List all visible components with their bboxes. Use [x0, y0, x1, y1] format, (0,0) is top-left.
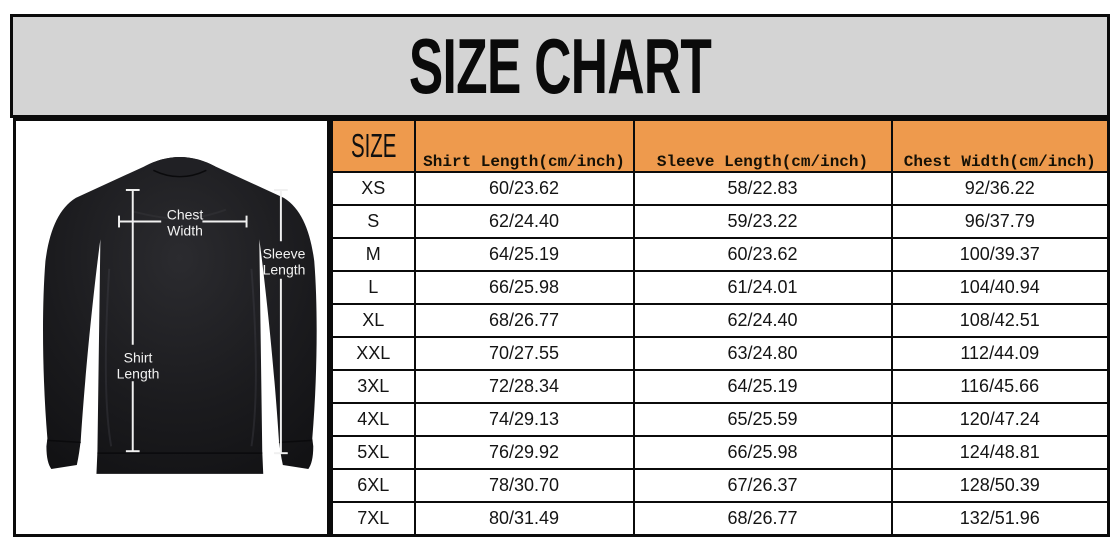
- chest-width-line: [118, 215, 248, 228]
- sleeve-length-label: Sleeve Length: [262, 245, 306, 277]
- page-title: SIZE CHART: [408, 22, 712, 110]
- shirt-length-line: [125, 189, 140, 453]
- table-cell: 96/37.79: [890, 203, 1110, 239]
- table-cell: 60/23.62: [413, 170, 635, 206]
- table-row: 7XL 80/31.49 68/26.77 132/51.96: [330, 501, 1110, 537]
- column-header-chest-width: Chest Width(cm/inch): [890, 118, 1110, 173]
- fold-highlight-right: [250, 268, 257, 447]
- table-cell: 70/27.55: [413, 335, 635, 371]
- table-cell: 62/24.40: [632, 302, 893, 338]
- table-cell: 100/39.37: [890, 236, 1110, 272]
- collar-band: [144, 156, 216, 178]
- table-cell: 92/36.22: [890, 170, 1110, 206]
- table-row: XXL 70/27.55 63/24.80 112/44.09: [330, 335, 1110, 371]
- size-cell: L: [330, 269, 416, 305]
- sweatshirt-body: [43, 156, 317, 474]
- size-table: SIZE Shirt Length(cm/inch) Sleeve Length…: [330, 118, 1110, 537]
- size-cell: 5XL: [330, 435, 416, 471]
- table-cell: 66/25.98: [632, 435, 893, 471]
- size-cell: XXL: [330, 335, 416, 371]
- table-cell: 66/25.98: [413, 269, 635, 305]
- table-cell: 76/29.92: [413, 435, 635, 471]
- fold-highlight-chest: [133, 208, 227, 220]
- table-cell: 59/23.22: [632, 203, 893, 239]
- size-cell: S: [330, 203, 416, 239]
- table-row: 4XL 74/29.13 65/25.59 120/47.24: [330, 402, 1110, 438]
- column-header-sleeve-length: Sleeve Length(cm/inch): [632, 118, 893, 173]
- table-cell: 132/51.96: [890, 501, 1110, 537]
- table-row: 3XL 72/28.34 64/25.19 116/45.66: [330, 368, 1110, 405]
- table-row: L 66/25.98 61/24.01 104/40.94: [330, 269, 1110, 305]
- table-cell: 78/30.70: [413, 468, 635, 504]
- size-cell: 4XL: [330, 402, 416, 438]
- size-cell: 3XL: [330, 368, 416, 405]
- table-row: 5XL 76/29.92 66/25.98 124/48.81: [330, 435, 1110, 471]
- size-cell: 7XL: [330, 501, 416, 537]
- sleeve-length-line: [274, 189, 288, 455]
- table-cell: 64/25.19: [413, 236, 635, 272]
- table-cell: 60/23.62: [632, 236, 893, 272]
- table-cell: 68/26.77: [413, 302, 635, 338]
- table-cell: 74/29.13: [413, 402, 635, 438]
- shirt-length-label: Shirt Length: [116, 349, 160, 381]
- size-cell: XS: [330, 170, 416, 206]
- size-cell: 6XL: [330, 468, 416, 504]
- size-cell: M: [330, 236, 416, 272]
- table-cell: 72/28.34: [413, 368, 635, 405]
- fold-highlight-left: [104, 268, 113, 447]
- table-row: XS 60/23.62 58/22.83 92/36.22: [330, 170, 1110, 206]
- table-row: XL 68/26.77 62/24.40 108/42.51: [330, 302, 1110, 338]
- table-cell: 61/24.01: [632, 269, 893, 305]
- table-row: 6XL 78/30.70 67/26.37 128/50.39: [330, 468, 1110, 504]
- table-cell: 65/25.59: [632, 402, 893, 438]
- header-row: SIZE Shirt Length(cm/inch) Sleeve Length…: [330, 118, 1110, 173]
- column-header-size: SIZE: [330, 118, 416, 173]
- sweatshirt-illustration: [43, 156, 317, 474]
- table-cell: 68/26.77: [632, 501, 893, 537]
- collar-seam: [153, 169, 207, 178]
- chest-width-label: Chest Width: [166, 206, 204, 238]
- table-cell: 108/42.51: [890, 302, 1110, 338]
- table-cell: 67/26.37: [632, 468, 893, 504]
- table-cell: 116/45.66: [890, 368, 1110, 405]
- title-banner: SIZE CHART: [10, 14, 1110, 118]
- table-row: S 62/24.40 59/23.22 96/37.79: [330, 203, 1110, 239]
- cuff-seam-left: [47, 439, 81, 444]
- table-cell: 128/50.39: [890, 468, 1110, 504]
- garment-diagram: Chest Width Sleeve Length Shirt Length: [13, 118, 330, 537]
- column-header-shirt-length: Shirt Length(cm/inch): [413, 118, 635, 173]
- table-cell: 80/31.49: [413, 501, 635, 537]
- table-cell: 120/47.24: [890, 402, 1110, 438]
- table-cell: 64/25.19: [632, 368, 893, 405]
- table-cell: 104/40.94: [890, 269, 1110, 305]
- table-cell: 58/22.83: [632, 170, 893, 206]
- table-cell: 124/48.81: [890, 435, 1110, 471]
- size-cell: XL: [330, 302, 416, 338]
- table-cell: 63/24.80: [632, 335, 893, 371]
- table-row: M 64/25.19 60/23.62 100/39.37: [330, 236, 1110, 272]
- column-header-size-label: SIZE: [350, 126, 396, 164]
- table-cell: 62/24.40: [413, 203, 635, 239]
- cuff-seam-right: [278, 439, 313, 444]
- table-cell: 112/44.09: [890, 335, 1110, 371]
